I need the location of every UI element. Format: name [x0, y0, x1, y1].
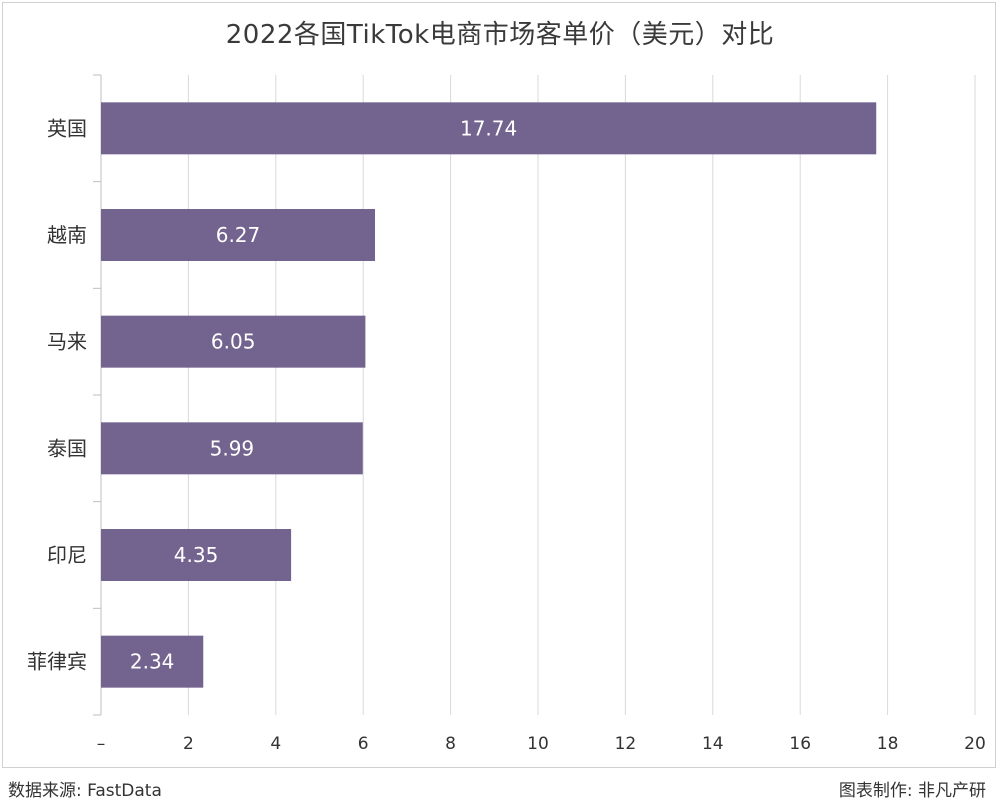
bar	[101, 529, 292, 581]
x-tick-label: 4	[270, 734, 281, 754]
category-label: 马来	[47, 330, 87, 354]
category-label: 泰国	[47, 436, 87, 460]
category-label: 英国	[47, 116, 87, 140]
gridlines	[187, 75, 976, 715]
data-label: 5.99	[210, 436, 255, 460]
source-note: 数据来源: FastData	[8, 781, 162, 801]
category-label: 越南	[47, 223, 87, 247]
x-tick-label: 12	[615, 734, 637, 754]
data-label: 6.05	[211, 330, 256, 354]
bar	[101, 102, 877, 155]
data-label: 2.34	[130, 650, 175, 674]
x-tick-label: 2	[183, 734, 194, 754]
x-tick-label: 6	[358, 734, 369, 754]
labels: 英国 17.74 越南 6.27 马来 6.05 泰国 5.99 印尼 4.35 菲律宾 2.34	[27, 116, 517, 673]
category-label: 菲律宾	[27, 650, 87, 674]
bar	[101, 422, 363, 475]
x-tick-label: 16	[789, 734, 811, 754]
bar	[101, 635, 204, 688]
data-label: 6.27	[216, 223, 261, 247]
x-tick-label: 8	[445, 734, 456, 754]
x-tick-label: –	[97, 734, 106, 754]
x-tick-label: 14	[702, 734, 724, 754]
data-label: 4.35	[174, 543, 219, 567]
x-tick-label: 20	[964, 734, 986, 754]
category-label: 印尼	[47, 543, 87, 567]
bar	[101, 209, 375, 261]
data-label: 17.74	[460, 116, 517, 140]
bar	[101, 315, 366, 368]
x-tick-label: 10	[527, 734, 549, 754]
x-tick-label: 18	[877, 734, 899, 754]
bars	[101, 102, 877, 688]
axes: – 2 4 6 8 10 12 14 16 18 20	[93, 74, 986, 754]
chart-title: 2022各国TikTok电商市场客单价（美元）对比	[225, 20, 775, 50]
chart-frame	[2, 2, 996, 768]
credit-note: 图表制作: 非凡产研	[838, 781, 986, 801]
